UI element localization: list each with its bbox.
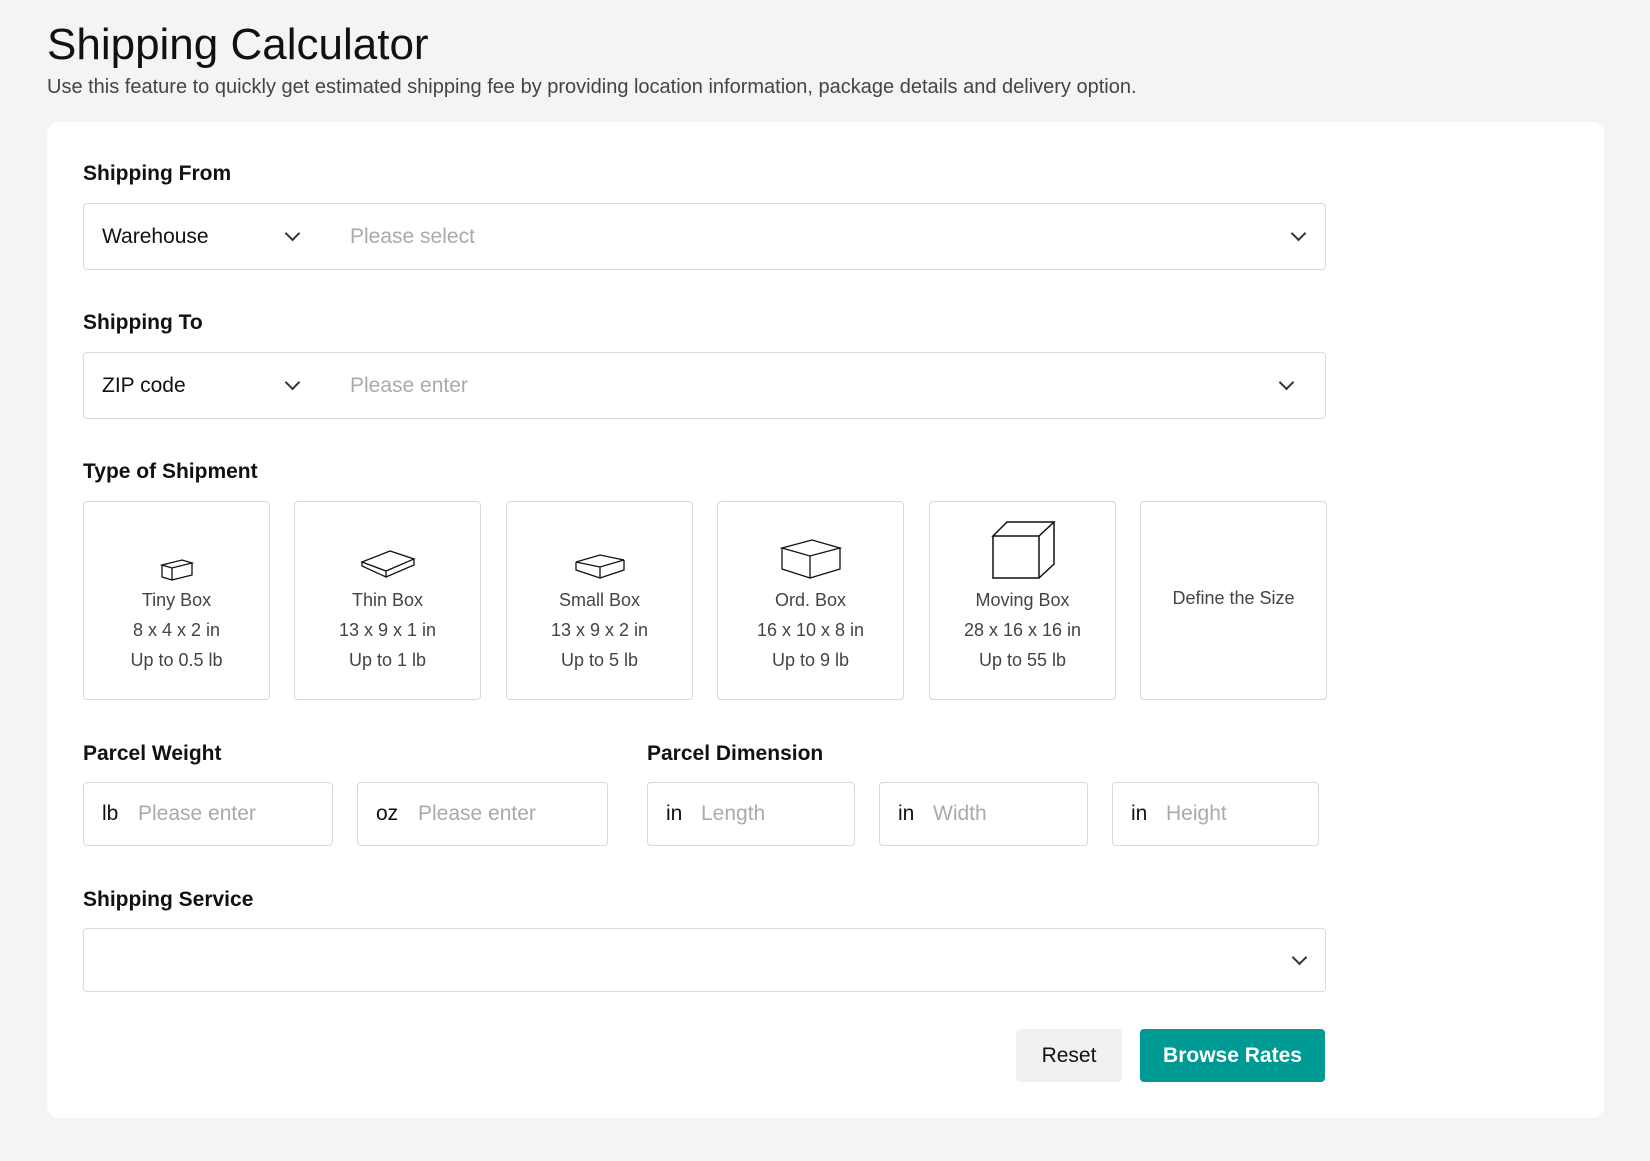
chevron-down-icon[interactable] <box>1290 225 1307 242</box>
thin-box-icon <box>295 547 480 579</box>
height-placeholder: Height <box>1166 802 1227 825</box>
calculator-card: Shipping From Warehouse Please select Sh… <box>47 122 1604 1118</box>
tile-size: 8 x 4 x 2 in <box>132 620 221 640</box>
length-placeholder: Length <box>701 802 766 825</box>
parcel-dimension-label: Parcel Dimension <box>647 742 824 765</box>
weight-oz-input[interactable]: oz Please enter <box>357 782 608 846</box>
ordinary-box-icon <box>718 538 903 580</box>
tile-ordinary-box[interactable]: Ord. Box 16 x 10 x 8 in Up to 9 lb <box>717 501 904 700</box>
tile-size: 13 x 9 x 2 in <box>550 620 649 640</box>
small-box-icon <box>507 552 692 580</box>
shipping-service-label: Shipping Service <box>83 888 254 911</box>
tile-name: Define the Size <box>1172 588 1295 608</box>
shipping-from-location-select[interactable]: Please select <box>350 224 475 248</box>
tile-weight: Up to 55 lb <box>978 650 1067 670</box>
lb-unit: lb <box>102 802 119 825</box>
tile-moving-box[interactable]: Moving Box 28 x 16 x 16 in Up to 55 lb <box>929 501 1116 700</box>
zip-code-input[interactable]: Please enter <box>350 373 468 397</box>
tile-name: Ord. Box <box>774 590 847 610</box>
shipping-from-type-select[interactable]: Warehouse <box>102 204 322 269</box>
length-input[interactable]: in Length <box>647 782 855 846</box>
page-title: Shipping Calculator <box>47 20 429 69</box>
tile-name: Small Box <box>558 590 641 610</box>
tile-weight: Up to 9 lb <box>771 650 850 670</box>
tile-name: Moving Box <box>975 590 1070 610</box>
height-input[interactable]: in Height <box>1112 782 1319 846</box>
tile-size: 16 x 10 x 8 in <box>756 620 865 640</box>
shipment-type-label: Type of Shipment <box>83 460 258 483</box>
moving-box-icon <box>930 520 1115 580</box>
tile-tiny-box[interactable]: Tiny Box 8 x 4 x 2 in Up to 0.5 lb <box>83 501 270 700</box>
shipping-to-type-select[interactable]: ZIP code <box>102 353 322 418</box>
in-unit: in <box>898 802 915 825</box>
width-input[interactable]: in Width <box>879 782 1088 846</box>
tiny-box-icon <box>84 557 269 581</box>
shipping-service-select[interactable] <box>83 928 1326 992</box>
in-unit: in <box>666 802 683 825</box>
shipping-to-field[interactable]: ZIP code Please enter <box>83 352 1326 419</box>
page-subtitle: Use this feature to quickly get estimate… <box>47 76 1137 98</box>
chevron-down-icon[interactable] <box>1278 374 1295 391</box>
tile-weight: Up to 0.5 lb <box>130 650 223 670</box>
tile-thin-box[interactable]: Thin Box 13 x 9 x 1 in Up to 1 lb <box>294 501 481 700</box>
shipping-from-label: Shipping From <box>83 162 232 185</box>
shipping-from-type-value: Warehouse <box>102 224 209 248</box>
shipping-to-label: Shipping To <box>83 311 203 334</box>
tile-size: 28 x 16 x 16 in <box>963 620 1082 640</box>
oz-placeholder: Please enter <box>418 802 536 825</box>
tile-name: Thin Box <box>351 590 424 610</box>
tile-small-box[interactable]: Small Box 13 x 9 x 2 in Up to 5 lb <box>506 501 693 700</box>
width-placeholder: Width <box>933 802 987 825</box>
reset-button[interactable]: Reset <box>1016 1029 1122 1082</box>
chevron-down-icon[interactable] <box>1291 949 1308 966</box>
tile-name: Tiny Box <box>141 590 212 610</box>
in-unit: in <box>1131 802 1148 825</box>
browse-rates-button[interactable]: Browse Rates <box>1140 1029 1325 1082</box>
tile-define-size[interactable]: Define the Size <box>1140 501 1327 700</box>
shipping-to-type-value: ZIP code <box>102 373 186 397</box>
shipping-from-field[interactable]: Warehouse Please select <box>83 203 1326 270</box>
weight-lb-input[interactable]: lb Please enter <box>83 782 333 846</box>
oz-unit: oz <box>376 802 399 825</box>
tile-weight: Up to 1 lb <box>348 650 427 670</box>
tile-weight: Up to 5 lb <box>560 650 639 670</box>
parcel-weight-label: Parcel Weight <box>83 742 222 765</box>
lb-placeholder: Please enter <box>138 802 256 825</box>
tile-size: 13 x 9 x 1 in <box>338 620 437 640</box>
